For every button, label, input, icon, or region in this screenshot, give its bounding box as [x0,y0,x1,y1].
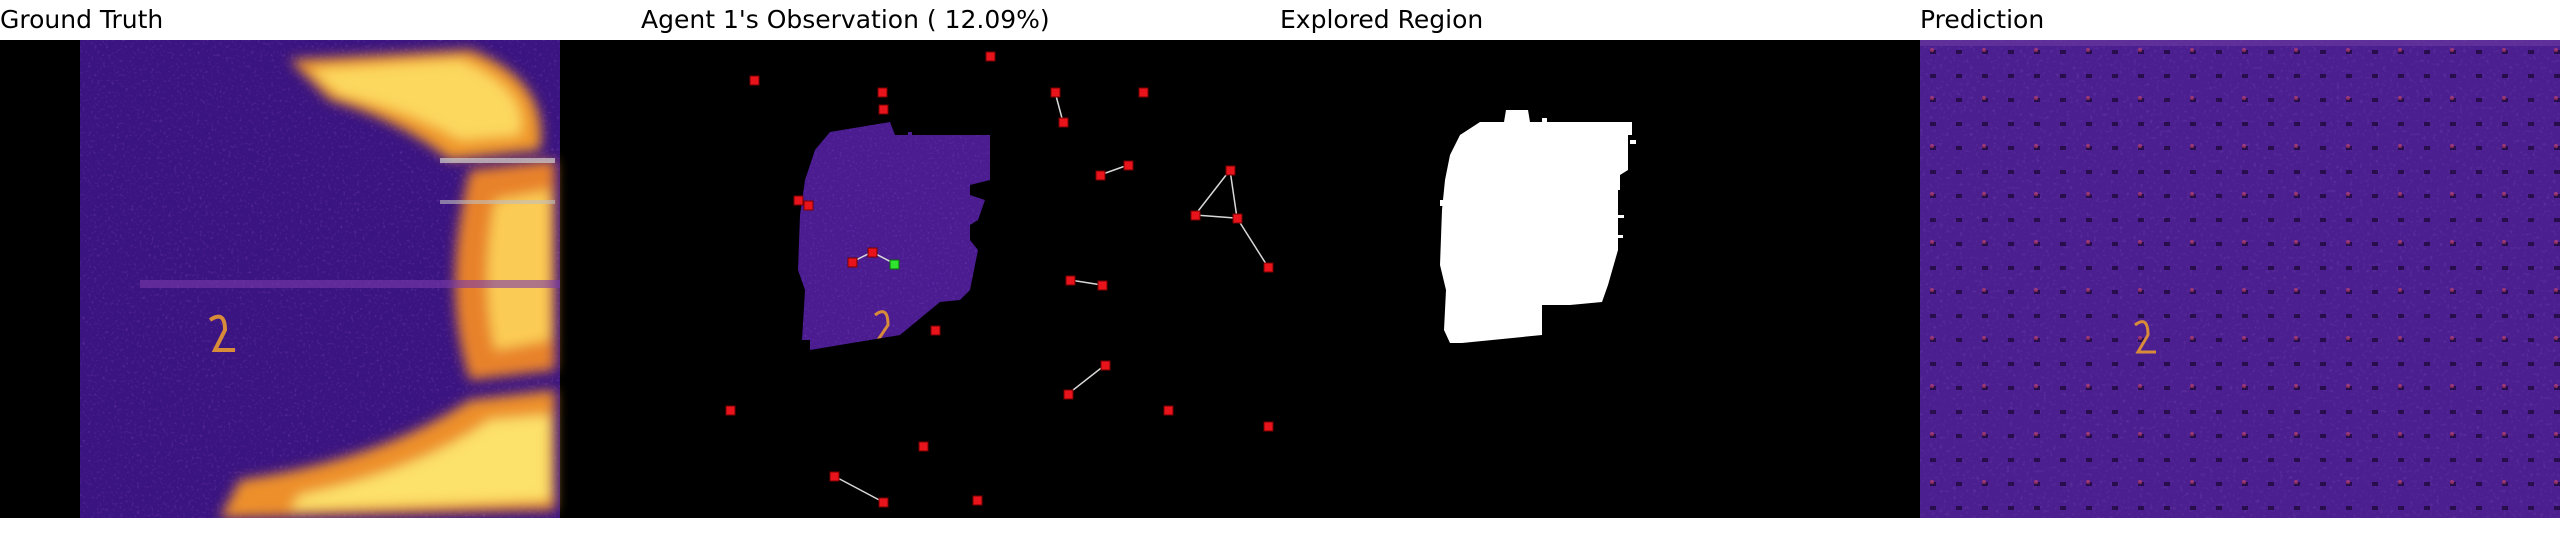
explored-region-mask [1440,110,1636,343]
prediction-title: Prediction [1920,5,2045,34]
ground-truth-heatmap [80,40,560,518]
agent-markers [725,51,1274,508]
observation-title: Agent 1's Observation ( 12.09%) [641,5,1050,34]
ground-truth-title: Ground Truth [0,5,164,34]
self-agent-marker [889,259,900,270]
prediction-heatmap [1920,40,2560,518]
prediction-panel [1920,40,2560,518]
explored-region-title: Explored Region [1280,5,1484,34]
observation-panel [640,40,1280,518]
explored-region-panel [1280,40,1920,518]
observation-map [725,51,1274,508]
ground-truth-panel [0,40,640,518]
